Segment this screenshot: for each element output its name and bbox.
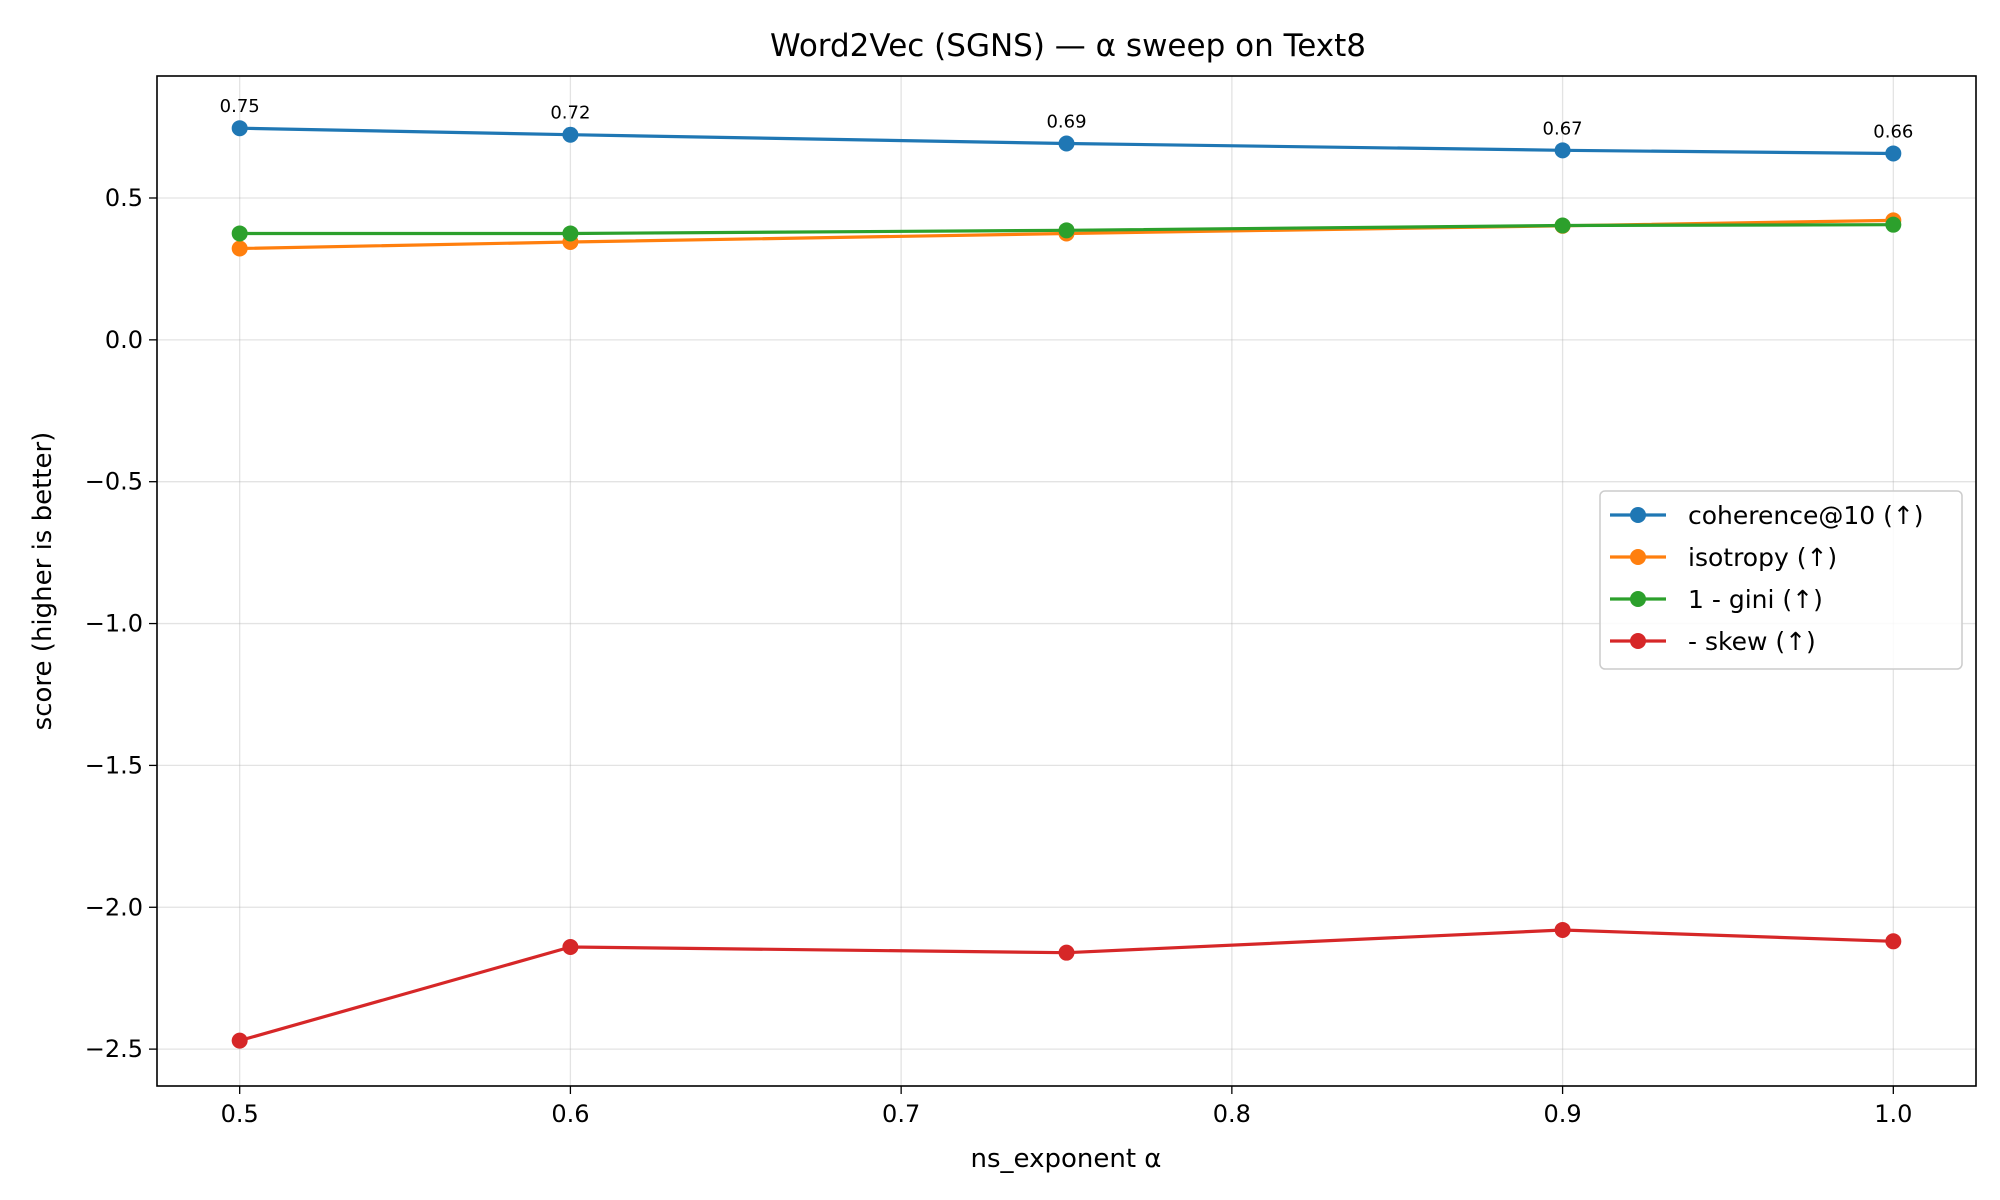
x-tick-label: 0.5 bbox=[221, 1100, 259, 1128]
data-point bbox=[1554, 921, 1571, 938]
legend-label: coherence@10 (↑) bbox=[1688, 501, 1924, 530]
data-label: 0.66 bbox=[1873, 121, 1913, 142]
data-point bbox=[1058, 135, 1075, 152]
y-tick-label: −1.5 bbox=[85, 751, 143, 779]
axis-ticks: 0.5 0.6 0.7 0.8 0.9 1.0 0.5 0.0 −0.5 −1.0 −1.5 −2.0… bbox=[85, 184, 1913, 1128]
legend: coherence@10 (↑) isotropy (↑) 1 - gini (↑)… bbox=[1599, 490, 1963, 670]
data-label: 0.69 bbox=[1046, 112, 1086, 133]
data-point bbox=[231, 1032, 248, 1049]
legend-marker bbox=[1630, 591, 1646, 607]
data-label: 0.72 bbox=[550, 103, 590, 124]
data-point bbox=[231, 225, 248, 242]
data-label: 0.75 bbox=[220, 96, 260, 117]
x-tick-label: 1.0 bbox=[1874, 1100, 1912, 1128]
data-point bbox=[562, 126, 579, 143]
legend-marker bbox=[1630, 507, 1646, 523]
data-point bbox=[1058, 944, 1075, 961]
x-axis-label: ns_exponent α bbox=[971, 1144, 1162, 1174]
x-tick-label: 0.7 bbox=[882, 1100, 920, 1128]
x-tick-label: 0.6 bbox=[551, 1100, 589, 1128]
x-tick-label: 0.8 bbox=[1213, 1100, 1251, 1128]
y-tick-label: −0.5 bbox=[85, 468, 143, 496]
data-point bbox=[1058, 222, 1075, 239]
legend-marker bbox=[1630, 633, 1646, 649]
x-tick-label: 0.9 bbox=[1544, 1100, 1582, 1128]
y-tick-label: −2.5 bbox=[85, 1035, 143, 1063]
y-tick-label: 0.0 bbox=[105, 326, 143, 354]
legend-label: isotropy (↑) bbox=[1688, 543, 1837, 572]
data-point bbox=[231, 240, 248, 257]
data-point bbox=[1885, 145, 1902, 162]
y-tick-label: −1.0 bbox=[85, 610, 143, 638]
data-point bbox=[1554, 217, 1571, 234]
y-tick-label: −2.0 bbox=[85, 893, 143, 921]
legend-marker bbox=[1630, 549, 1646, 565]
data-point bbox=[231, 120, 248, 137]
data-point bbox=[1885, 933, 1902, 950]
data-point bbox=[562, 225, 579, 242]
data-point bbox=[562, 938, 579, 955]
plot-area-frame bbox=[156, 75, 1977, 1087]
y-axis-label: score (higher is better) bbox=[28, 432, 58, 731]
y-tick-label: 0.5 bbox=[105, 184, 143, 212]
data-point bbox=[1885, 216, 1902, 233]
legend-label: - skew (↑) bbox=[1688, 627, 1816, 656]
legend-label: 1 - gini (↑) bbox=[1688, 585, 1823, 614]
data-label: 0.67 bbox=[1543, 118, 1583, 139]
chart-title: Word2Vec (SGNS) — α sweep on Text8 bbox=[770, 28, 1366, 64]
data-point bbox=[1554, 142, 1571, 159]
legend-box bbox=[1599, 490, 1963, 670]
plot-series: 0.75 0.72 0.69 0.67 0.66 bbox=[220, 96, 1913, 1049]
